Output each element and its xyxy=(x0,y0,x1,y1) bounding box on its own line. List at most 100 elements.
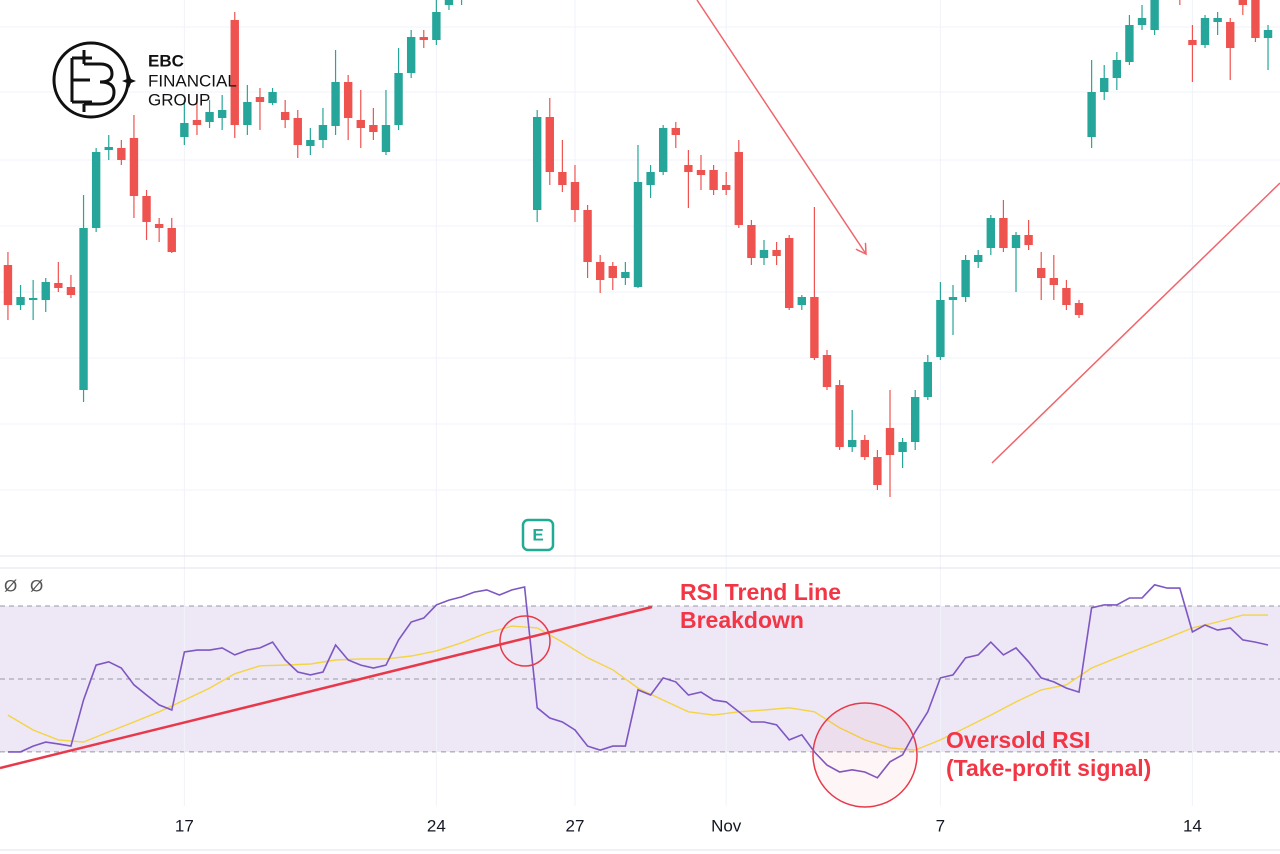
candle-body xyxy=(583,210,592,262)
rsi-band xyxy=(0,605,1280,753)
candle-body xyxy=(28,298,38,300)
candle-body xyxy=(1100,78,1109,92)
candle-body xyxy=(331,82,340,126)
oversold-circle xyxy=(812,702,918,808)
candle-body xyxy=(16,297,25,305)
candle-body xyxy=(948,297,958,300)
candle-body xyxy=(167,228,176,252)
background-grid xyxy=(0,26,1280,491)
candle-body xyxy=(79,228,88,390)
candle-body xyxy=(633,182,643,287)
x-tick-label: 17 xyxy=(175,816,194,835)
candle-body xyxy=(1087,92,1096,137)
candle-body xyxy=(217,110,227,118)
event-badge[interactable] xyxy=(521,518,555,552)
rsi-panel xyxy=(7,583,1269,779)
candle-body xyxy=(1074,303,1084,315)
trend-arrow xyxy=(696,0,866,254)
candle-body xyxy=(444,0,454,5)
logo-line: GROUP xyxy=(148,90,210,109)
candle-body xyxy=(1213,18,1222,22)
candle-body xyxy=(608,266,617,278)
candle-body xyxy=(1049,278,1059,285)
candle-body xyxy=(306,140,315,146)
trend-line xyxy=(991,182,1280,464)
candle-body xyxy=(3,265,13,305)
candle-body xyxy=(532,117,542,210)
candle-body xyxy=(772,250,781,256)
candle-body xyxy=(558,172,567,185)
candle-body xyxy=(394,73,403,125)
candle-body xyxy=(268,92,277,103)
x-tick-label: Nov xyxy=(711,816,742,835)
logo-glyph xyxy=(70,50,116,112)
candle-body xyxy=(381,125,391,152)
candle-body xyxy=(847,440,857,447)
candle-body xyxy=(1188,40,1197,45)
event-marker[interactable]: E xyxy=(521,518,555,552)
event-label[interactable]: E xyxy=(532,525,543,544)
candle-body xyxy=(835,385,844,447)
candle-body xyxy=(709,170,718,190)
candle-body xyxy=(986,218,996,248)
candle-body xyxy=(684,165,693,172)
candle-body xyxy=(545,117,554,172)
candle-body xyxy=(1011,235,1021,248)
annotation-line: RSI Trend Line xyxy=(680,579,841,605)
logo-ring xyxy=(52,41,130,119)
candle-body xyxy=(1024,235,1033,245)
candle-body xyxy=(180,123,189,137)
candle-body xyxy=(243,102,252,125)
candle-body xyxy=(343,82,353,118)
candle-body xyxy=(1238,0,1248,5)
candle-body xyxy=(1226,22,1235,48)
candle-body xyxy=(797,297,806,305)
candles xyxy=(3,0,1273,497)
candle-body xyxy=(595,262,605,280)
candle-body xyxy=(1112,60,1122,78)
candle-body xyxy=(142,196,151,222)
candle-body xyxy=(1125,25,1134,62)
candle-body xyxy=(356,120,365,128)
indicator-symbol: Ø xyxy=(30,576,43,595)
candle-body xyxy=(1137,18,1147,25)
candle-body xyxy=(885,428,895,455)
candle-body xyxy=(1251,0,1260,38)
candle-body xyxy=(860,440,870,457)
candle-body xyxy=(154,224,164,228)
logo-line: FINANCIAL xyxy=(148,71,237,90)
candle-body xyxy=(911,397,920,442)
candle-body xyxy=(570,182,580,210)
candle-body xyxy=(1037,268,1046,278)
candle-body xyxy=(117,148,126,160)
candle-body xyxy=(91,152,101,228)
candle-body xyxy=(419,37,428,40)
x-tick-label: 14 xyxy=(1183,816,1202,835)
indicator-symbol: Ø xyxy=(4,576,17,595)
candle-body xyxy=(784,238,794,308)
x-axis: 17 24 27 Nov 7 14 xyxy=(175,816,1202,835)
candle-body xyxy=(873,457,882,485)
candle-body xyxy=(747,225,756,258)
annotation-line: Breakdown xyxy=(680,607,804,633)
candle-body xyxy=(974,255,983,262)
candle-body xyxy=(230,20,239,125)
logo: EBC FINANCIAL GROUP xyxy=(52,41,237,119)
annotation: RSI Trend Line Breakdown xyxy=(680,579,841,633)
candle-body xyxy=(936,300,945,357)
candle-body xyxy=(205,112,214,122)
candle-body xyxy=(1150,0,1159,30)
candle-body xyxy=(671,128,680,135)
candle-body xyxy=(255,97,265,102)
candle-body xyxy=(1263,30,1273,38)
candle-body xyxy=(280,112,290,120)
x-tick-label: 7 xyxy=(936,816,945,835)
logo-name: EBC xyxy=(148,51,184,70)
candle-body xyxy=(696,170,706,175)
candle-body xyxy=(1062,288,1071,305)
candle-body xyxy=(961,260,970,297)
candle-body xyxy=(621,272,630,278)
candle-body xyxy=(406,37,416,73)
x-tick-label: 27 xyxy=(566,816,585,835)
candle-body xyxy=(810,297,819,358)
